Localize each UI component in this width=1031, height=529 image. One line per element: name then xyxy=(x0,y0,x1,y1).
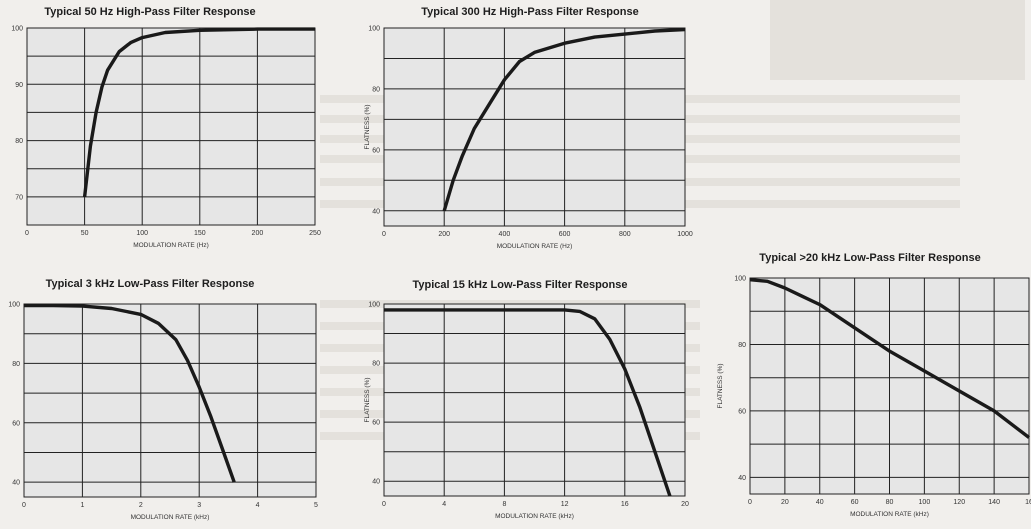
x-axis-label: MODULATION RATE (Hz) xyxy=(133,242,209,249)
response-curve xyxy=(24,303,236,483)
chart-50hz-high-pass: Typical 50 Hz High-Pass Filter Response 0… xyxy=(0,0,330,265)
x-axis-label: MODULATION RATE (kHz) xyxy=(131,514,210,521)
x-tick-label: 40 xyxy=(816,499,824,506)
y-tick-label: 100 xyxy=(368,26,380,33)
chart-title: Typical 3 kHz Low-Pass Filter Response xyxy=(46,278,255,290)
x-axis-label: MODULATION RATE (kHz) xyxy=(495,513,574,520)
x-tick-label: 0 xyxy=(382,231,386,238)
chart-title: Typical 15 kHz Low-Pass Filter Response xyxy=(413,279,628,291)
x-tick-label: 80 xyxy=(886,499,894,506)
response-curve xyxy=(442,27,686,212)
x-tick-label: 400 xyxy=(499,231,511,238)
plot-area xyxy=(383,303,686,497)
y-tick-label: 80 xyxy=(15,138,23,145)
chart-15khz-low-pass: Typical 15 kHz Low-Pass Filter Response 0… xyxy=(340,275,690,529)
x-axis-label: MODULATION RATE (Hz) xyxy=(497,243,573,250)
x-tick-label: 0 xyxy=(22,502,26,509)
x-tick-label: 16 xyxy=(1025,499,1031,506)
y-axis-label: FLATNESS (%) xyxy=(717,363,724,408)
y-tick-label: 100 xyxy=(11,26,23,33)
y-tick-label: 60 xyxy=(372,420,380,427)
y-tick-label: 60 xyxy=(738,408,746,415)
chart-20khz-low-pass: Typical >20 kHz Low-Pass Filter Response… xyxy=(700,245,1031,529)
x-tick-label: 100 xyxy=(919,499,931,506)
x-tick-label: 20 xyxy=(781,499,789,506)
x-tick-label: 8 xyxy=(502,501,506,508)
x-tick-label: 4 xyxy=(442,501,446,508)
chart-3khz-low-pass: Typical 3 kHz Low-Pass Filter Response 0 1… xyxy=(0,275,330,529)
plot-area xyxy=(26,27,316,226)
x-tick-label: 60 xyxy=(851,499,859,506)
response-curve xyxy=(82,27,315,198)
x-axis-label: MODULATION RATE (kHz) xyxy=(850,511,929,518)
x-tick-label: 4 xyxy=(256,502,260,509)
x-tick-label: 3 xyxy=(197,502,201,509)
y-axis-label: FLATNESS (%) xyxy=(364,377,371,422)
x-tick-label: 20 xyxy=(681,501,689,508)
y-tick-label: 90 xyxy=(15,82,23,89)
x-tick-label: 0 xyxy=(25,230,29,237)
y-tick-label: 100 xyxy=(734,276,746,283)
y-tick-label: 60 xyxy=(12,420,20,427)
x-tick-label: 16 xyxy=(621,501,629,508)
y-tick-label: 80 xyxy=(372,86,380,93)
x-tick-label: 120 xyxy=(953,499,965,506)
x-tick-label: 100 xyxy=(136,230,148,237)
response-curve xyxy=(749,278,1031,439)
y-axis-label: FLATNESS (%) xyxy=(364,104,371,149)
y-tick-label: 40 xyxy=(372,479,380,486)
x-tick-label: 0 xyxy=(382,501,386,508)
y-tick-label: 60 xyxy=(372,147,380,154)
x-tick-label: 50 xyxy=(81,230,89,237)
x-tick-label: 12 xyxy=(561,501,569,508)
chart-title: Typical 300 Hz High-Pass Filter Response xyxy=(421,6,638,18)
x-tick-label: 150 xyxy=(194,230,206,237)
y-tick-label: 80 xyxy=(12,361,20,368)
x-tick-label: 1000 xyxy=(677,231,693,238)
y-tick-label: 80 xyxy=(372,361,380,368)
response-curve xyxy=(384,308,672,497)
y-tick-label: 40 xyxy=(738,475,746,482)
x-tick-label: 600 xyxy=(559,231,571,238)
plot-area xyxy=(383,27,686,227)
x-tick-label: 250 xyxy=(309,230,321,237)
x-tick-label: 200 xyxy=(252,230,264,237)
y-tick-label: 100 xyxy=(368,302,380,309)
x-tick-label: 0 xyxy=(748,499,752,506)
chart-title: Typical 50 Hz High-Pass Filter Response xyxy=(44,6,255,18)
chart-title: Typical >20 kHz Low-Pass Filter Response xyxy=(759,252,980,264)
x-tick-label: 800 xyxy=(619,231,631,238)
x-tick-label: 200 xyxy=(438,231,450,238)
x-tick-label: 1 xyxy=(80,502,84,509)
y-tick-label: 80 xyxy=(738,342,746,349)
chart-300hz-high-pass: Typical 300 Hz High-Pass Filter Response… xyxy=(340,0,693,265)
y-tick-label: 40 xyxy=(12,480,20,487)
x-tick-label: 140 xyxy=(988,499,1000,506)
x-tick-label: 2 xyxy=(139,502,143,509)
y-tick-label: 100 xyxy=(8,302,20,309)
y-tick-label: 40 xyxy=(372,208,380,215)
y-tick-label: 70 xyxy=(15,194,23,201)
x-tick-label: 5 xyxy=(314,502,318,509)
